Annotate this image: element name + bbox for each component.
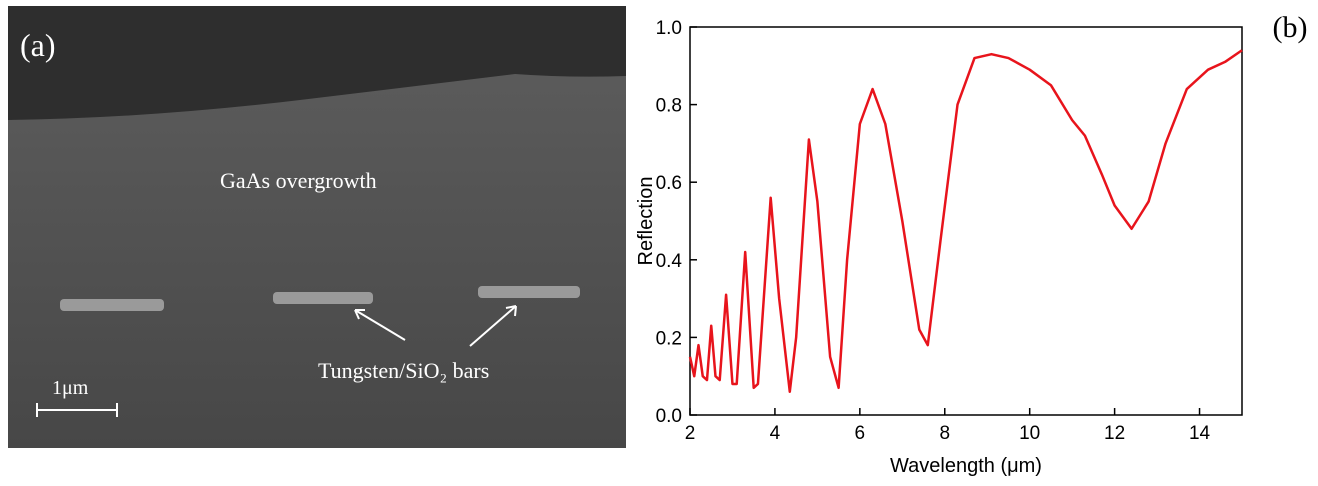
bar-structure <box>273 292 373 304</box>
panel-label: (b) <box>1273 11 1308 44</box>
scale-label: 1μm <box>52 377 89 399</box>
x-axis-label: Wavelength (μm) <box>890 455 1042 477</box>
x-tick-label: 14 <box>1189 423 1211 444</box>
bar-structure <box>60 299 164 311</box>
x-tick-label: 8 <box>939 423 950 444</box>
panel-label: (a) <box>20 27 56 63</box>
region-label: GaAs overgrowth <box>220 168 377 193</box>
x-tick-label: 2 <box>685 423 696 444</box>
x-tick-label: 6 <box>855 423 866 444</box>
bars-label: Tungsten/SiO₂ bars <box>318 358 489 383</box>
arrows <box>36 305 517 417</box>
x-tick-label: 10 <box>1019 423 1040 444</box>
y-tick-label: 1.0 <box>656 18 682 39</box>
y-axis-label: Reflection <box>635 177 657 266</box>
x-tick-label: 4 <box>770 423 781 444</box>
bar-structure <box>478 286 580 298</box>
y-tick-label: 0.0 <box>656 406 682 427</box>
plot-frame <box>689 26 1243 416</box>
data-line <box>688 49 1243 393</box>
sem-image: (a) GaAs overgrowth Tungsten/SiO₂ bars 1… <box>8 6 626 448</box>
y-tick-label: 0.6 <box>656 173 682 194</box>
y-tick-label: 0.4 <box>656 251 683 272</box>
y-tick-label: 0.2 <box>656 328 682 349</box>
x-tick-label: 12 <box>1104 423 1125 444</box>
y-tick-label: 0.8 <box>656 96 682 117</box>
dark-layer <box>8 6 626 120</box>
